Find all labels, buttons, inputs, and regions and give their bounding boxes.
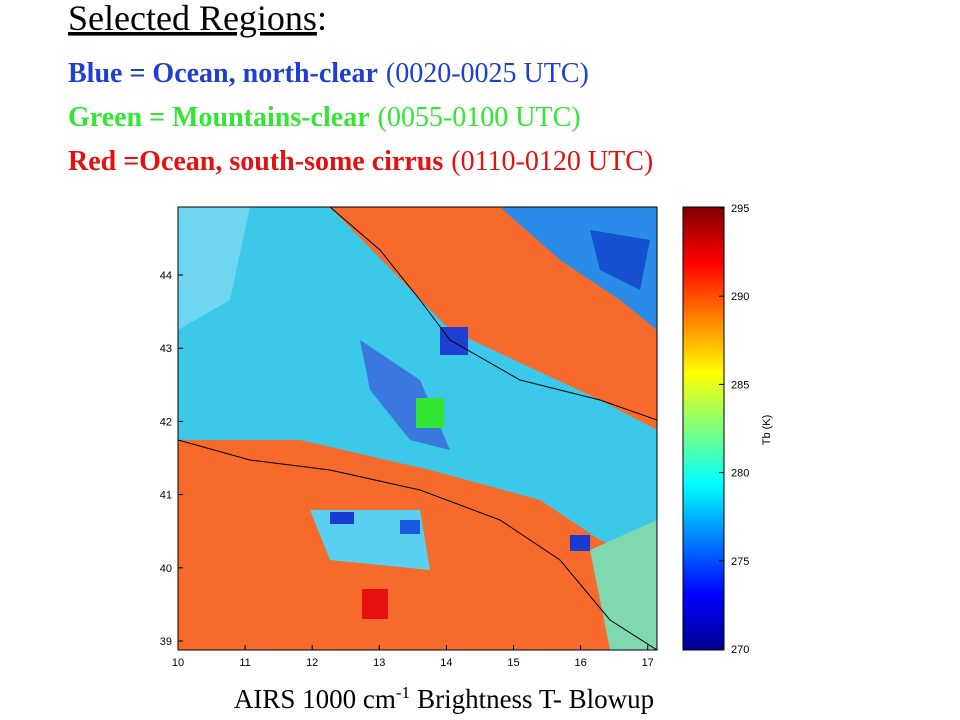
x-tick-label: 14 [440, 657, 452, 669]
y-tick-label: 40 [160, 563, 172, 575]
legend-label: Blue = Ocean, north-clear [68, 58, 378, 89]
title-suffix: : [317, 0, 327, 38]
colorbar [682, 206, 725, 651]
colorbar-tick-label: 295 [731, 203, 749, 215]
legend-entry: Blue = Ocean, north-clear (0020-0025 UTC) [68, 58, 589, 89]
legend-entry: Green = Mountains-clear (0055-0100 UTC) [68, 102, 581, 133]
legend: Blue = Ocean, north-clear (0020-0025 UTC)… [68, 58, 653, 177]
map-frame [177, 206, 658, 651]
x-tick-label: 10 [172, 657, 184, 669]
x-tick-label: 12 [306, 657, 318, 669]
y-tick-label: 44 [160, 270, 172, 282]
caption-sup: -1 [396, 683, 410, 702]
colorbar-label: Tb (K) [761, 415, 773, 446]
y-tick-label: 41 [160, 490, 172, 502]
colorbar-tick-label: 285 [731, 379, 749, 391]
x-tick-label: 11 [239, 657, 250, 669]
legend-label: Red =Ocean, south-some cirrus [68, 146, 443, 177]
x-tick-label: 13 [373, 657, 385, 669]
colorbar-tick-label: 280 [731, 468, 749, 480]
title: Selected Regions: [68, 0, 327, 38]
y-tick-label: 43 [160, 343, 172, 355]
y-tick-label: 39 [160, 636, 172, 648]
y-tick-label: 42 [160, 416, 172, 428]
caption-rest: Brightness T- Blowup [417, 684, 654, 714]
x-tick-label: 17 [642, 657, 654, 669]
legend-time: (0055-0100 UTC) [378, 102, 581, 133]
title-text: Selected Regions [68, 0, 317, 38]
colorbar-tick-label: 275 [731, 556, 749, 568]
legend-time: (0110-0120 UTC) [451, 146, 653, 177]
caption-text: AIRS 1000 cm [234, 684, 396, 714]
legend-time: (0020-0025 UTC) [386, 58, 589, 89]
x-tick-label: 15 [507, 657, 519, 669]
colorbar-tick-label: 270 [731, 644, 749, 656]
heatmap [178, 207, 657, 650]
x-tick-label: 16 [574, 657, 586, 669]
colorbar-tick-label: 290 [731, 291, 749, 303]
legend-entry: Red =Ocean, south-some cirrus (0110-0120 … [68, 146, 653, 177]
legend-label: Green = Mountains-clear [68, 102, 370, 133]
caption: AIRS 1000 cm-1 Brightness T- Blowup [234, 683, 654, 714]
